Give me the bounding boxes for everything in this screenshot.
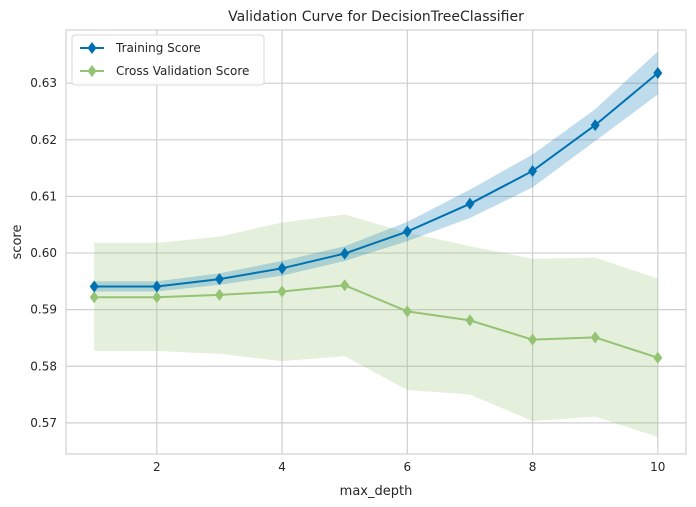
grid (66, 30, 686, 454)
y-axis-ticks: 0.57 0.58 0.59 0.60 0.61 0.62 0.63 (30, 76, 57, 430)
point-series-1 (528, 333, 538, 346)
x-tick-label: 4 (278, 460, 286, 474)
point-series-1 (653, 351, 663, 364)
x-tick-label: 8 (529, 460, 537, 474)
point-series-1 (89, 291, 99, 304)
x-tick-label: 6 (403, 460, 411, 474)
point-series-1 (402, 305, 412, 318)
legend-marker-cv (87, 65, 97, 77)
point-series-1 (152, 291, 162, 304)
legend-box (71, 34, 265, 86)
point-series-1 (465, 314, 475, 327)
band-series-1 (94, 214, 658, 438)
series-markers (89, 67, 663, 364)
y-tick-label: 0.58 (30, 359, 57, 373)
point-series-0 (277, 262, 287, 275)
point-series-0 (465, 197, 475, 210)
chart-title: Validation Curve for DecisionTreeClassif… (228, 9, 524, 25)
legend: Training Score Cross Validation Score (71, 34, 265, 86)
point-series-1 (277, 285, 287, 298)
legend-label-cv: Cross Validation Score (116, 64, 249, 78)
point-series-0 (653, 67, 663, 80)
x-axis-ticks: 2 4 6 8 10 (153, 460, 665, 474)
y-axis-label: score (10, 225, 25, 260)
point-series-0 (402, 225, 412, 238)
y-tick-label: 0.59 (30, 303, 57, 317)
y-tick-label: 0.61 (30, 189, 57, 203)
x-tick-label: 10 (650, 460, 665, 474)
y-tick-label: 0.63 (30, 76, 57, 90)
legend-label-training: Training Score (115, 41, 201, 55)
point-series-0 (590, 119, 600, 132)
point-series-0 (89, 280, 99, 293)
point-series-0 (340, 247, 350, 260)
series-lines (94, 72, 659, 359)
x-tick-label: 2 (153, 460, 161, 474)
point-series-1 (340, 279, 350, 292)
y-tick-label: 0.57 (30, 416, 57, 430)
line-series-0 (94, 72, 659, 288)
point-series-0 (214, 273, 224, 286)
point-series-0 (152, 280, 162, 293)
point-series-1 (590, 331, 600, 344)
point-series-1 (214, 288, 224, 301)
x-axis-label: max_depth (340, 484, 413, 499)
line-series-1 (94, 284, 659, 359)
y-tick-label: 0.60 (30, 246, 57, 260)
legend-marker-training (87, 42, 97, 54)
point-series-0 (528, 164, 538, 177)
y-tick-label: 0.62 (30, 133, 57, 147)
